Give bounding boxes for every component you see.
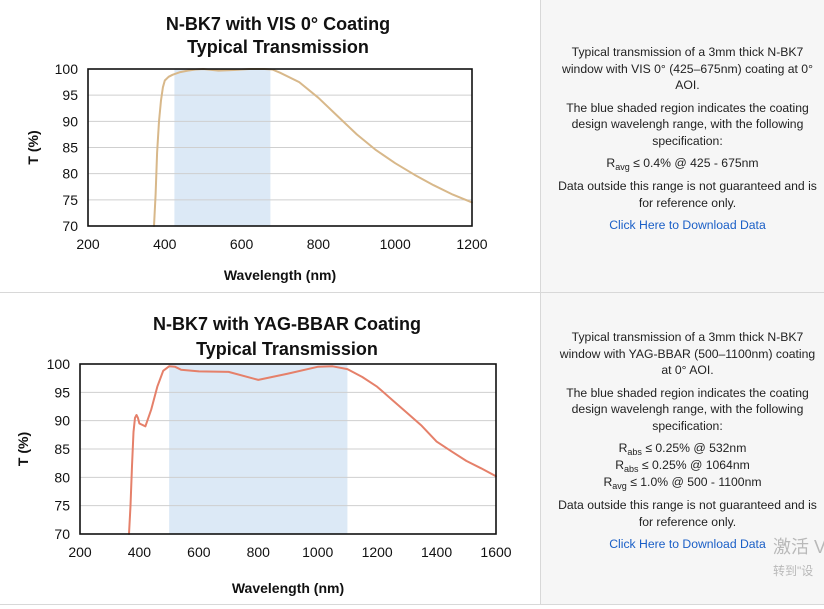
spec-line: Rabs ≤ 0.25% @ 1064nm [541, 457, 824, 474]
x-tick-label: 1000 [380, 236, 411, 252]
spec-subscript: avg [612, 481, 627, 491]
x-tick-label: 600 [187, 544, 211, 560]
y-tick-label: 100 [55, 61, 79, 77]
spec-symbol: R [603, 475, 613, 489]
x-tick-label: 1600 [480, 544, 511, 560]
shade-note-text: The blue shaded region indicates the coa… [566, 100, 809, 148]
spec-value: ≤ 0.25% @ 1064nm [638, 458, 750, 472]
chart-title-line: Typical Transmission [196, 339, 378, 359]
spec-subscript: abs [627, 447, 642, 457]
spec-value: ≤ 0.25% @ 532nm [641, 441, 747, 455]
shade-note-text: The blue shaded region indicates the coa… [566, 385, 809, 433]
y-tick-label: 80 [62, 166, 78, 182]
transmission-line [153, 68, 473, 227]
plot-frame [79, 363, 497, 535]
x-tick-label: 200 [76, 236, 100, 252]
chart-vis-0-coating: N-BK7 with VIS 0° Coating Typical Transmi… [25, 14, 488, 283]
y-axis-label: T (%) [25, 130, 41, 164]
chart-title-line: N-BK7 with YAG-BBAR Coating [153, 314, 421, 334]
chart-row-vis: N-BK7 with VIS 0° Coating Typical Transmi… [0, 0, 824, 293]
watermark-text: 激活 V [773, 537, 824, 557]
spec-subscript: avg [615, 162, 630, 172]
x-tick-label: 1400 [421, 544, 452, 560]
spec-symbol: R [615, 458, 625, 472]
description-panel-vis: Typical transmission of a 3mm thick N-BK… [541, 0, 824, 292]
spec-symbol: R [618, 441, 628, 455]
plot-frame [87, 68, 473, 227]
description-text: Typical transmission of a 3mm thick N-BK… [559, 330, 816, 377]
description-panel-yag: Typical transmission of a 3mm thick N-BK… [541, 293, 824, 604]
x-tick-label: 800 [247, 544, 271, 560]
y-tick-label: 70 [62, 218, 78, 234]
spec-line: Ravg ≤ 1.0% @ 500 - 1100nm [541, 474, 824, 491]
x-tick-label: 400 [128, 544, 152, 560]
spec-subscript: abs [624, 464, 639, 474]
x-tick-label: 400 [153, 236, 177, 252]
disclaimer-text: Data outside this range is not guarantee… [558, 179, 817, 210]
y-tick-label: 80 [54, 469, 70, 485]
spec-value: ≤ 1.0% @ 500 - 1100nm [626, 475, 762, 489]
x-axis-label: Wavelength (nm) [232, 580, 344, 596]
y-tick-label: 90 [54, 413, 70, 429]
x-tick-label: 1200 [362, 544, 393, 560]
y-tick-label: 70 [54, 526, 70, 542]
download-data-link[interactable]: Click Here to Download Data [609, 218, 766, 232]
y-tick-label: 95 [62, 87, 78, 103]
y-axis-label: T (%) [15, 432, 31, 466]
x-tick-label: 800 [307, 236, 331, 252]
spec-list: Ravg ≤ 0.4% @ 425 - 675nm [541, 155, 824, 172]
y-tick-label: 85 [54, 441, 70, 457]
watermark-subtext: 转到"设 [773, 564, 814, 578]
y-tick-label: 75 [62, 192, 78, 208]
chart-title-line: Typical Transmission [187, 37, 369, 57]
y-tick-label: 90 [62, 113, 78, 129]
x-axis-label: Wavelength (nm) [224, 267, 336, 283]
x-tick-label: 600 [230, 236, 254, 252]
y-tick-label: 75 [54, 498, 70, 514]
download-data-link[interactable]: Click Here to Download Data [609, 537, 766, 551]
chart-title-line: N-BK7 with VIS 0° Coating [166, 14, 390, 34]
x-tick-label: 1000 [302, 544, 333, 560]
y-tick-label: 95 [54, 384, 70, 400]
transmission-line [128, 365, 497, 535]
x-tick-label: 200 [68, 544, 92, 560]
y-tick-label: 85 [62, 140, 78, 156]
x-tick-label: 1200 [456, 236, 487, 252]
spec-list: Rabs ≤ 0.25% @ 532nm Rabs ≤ 0.25% @ 1064n… [541, 440, 824, 491]
spec-line: Ravg ≤ 0.4% @ 425 - 675nm [541, 155, 824, 172]
chart-panel-yag: N-BK7 with YAG-BBAR Coating Typical Trans… [0, 293, 541, 604]
chart-panel-vis: N-BK7 with VIS 0° Coating Typical Transmi… [0, 0, 541, 292]
spec-value: ≤ 0.4% @ 425 - 675nm [629, 156, 759, 170]
disclaimer-text: Data outside this range is not guarantee… [558, 498, 817, 529]
y-tick-label: 100 [47, 356, 71, 372]
chart-yag-bbar-coating: N-BK7 with YAG-BBAR Coating Typical Trans… [15, 314, 512, 596]
chart-row-yag: N-BK7 with YAG-BBAR Coating Typical Trans… [0, 293, 824, 605]
description-text: Typical transmission of a 3mm thick N-BK… [562, 45, 813, 92]
spec-line: Rabs ≤ 0.25% @ 532nm [541, 440, 824, 457]
spec-symbol: R [606, 156, 616, 170]
